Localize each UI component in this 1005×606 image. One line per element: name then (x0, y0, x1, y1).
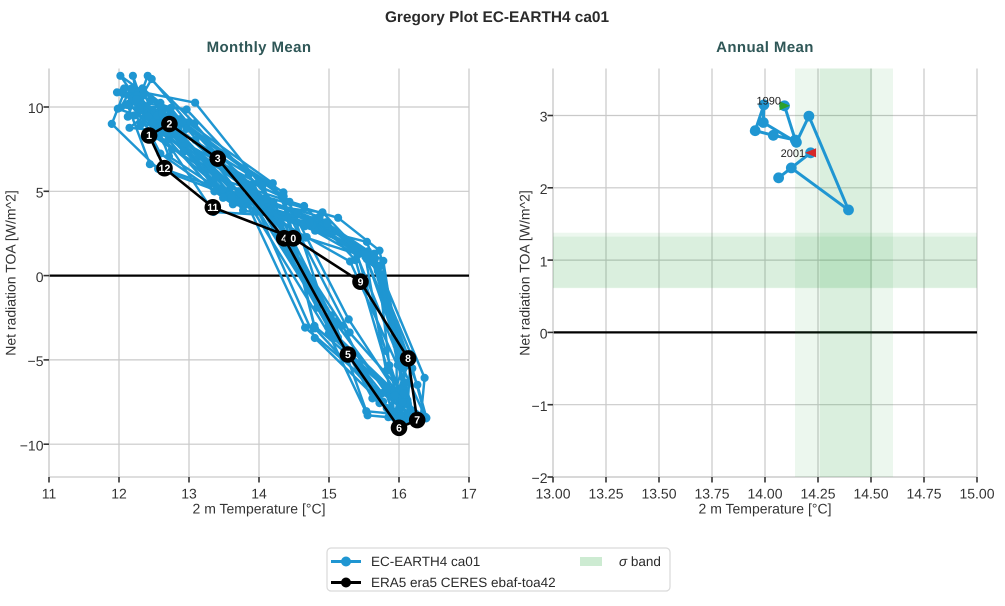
svg-text:16: 16 (391, 486, 407, 502)
svg-text:13.50: 13.50 (641, 486, 676, 502)
svg-text:Gregory Plot EC-EARTH4 ca01: Gregory Plot EC-EARTH4 ca01 (385, 9, 610, 26)
svg-text:Annual Mean: Annual Mean (716, 39, 814, 56)
svg-text:15: 15 (321, 486, 337, 502)
svg-text:−10: −10 (20, 437, 44, 453)
svg-text:0: 0 (290, 233, 296, 245)
svg-text:14.75: 14.75 (906, 486, 941, 502)
svg-text:3: 3 (540, 109, 548, 125)
svg-text:4: 4 (281, 233, 287, 245)
svg-text:17: 17 (461, 486, 477, 502)
svg-text:5: 5 (345, 349, 351, 361)
svg-text:14: 14 (251, 486, 267, 502)
svg-text:Monthly Mean: Monthly Mean (207, 39, 312, 56)
svg-text:14.25: 14.25 (800, 486, 835, 502)
svg-text:14.00: 14.00 (747, 486, 782, 502)
svg-text:−2: −2 (532, 470, 548, 486)
svg-text:9: 9 (358, 276, 364, 288)
svg-text:14.50: 14.50 (853, 486, 888, 502)
svg-text:10: 10 (28, 100, 44, 116)
svg-text:15.00: 15.00 (959, 486, 994, 502)
svg-text:12: 12 (159, 163, 171, 175)
svg-text:7: 7 (414, 415, 420, 427)
svg-text:6: 6 (396, 422, 402, 434)
svg-text:Net radiation TOA [W/m^2]: Net radiation TOA [W/m^2] (517, 190, 533, 356)
svg-text:1990: 1990 (757, 95, 781, 107)
svg-text:11: 11 (207, 202, 218, 214)
svg-text:2: 2 (166, 119, 172, 131)
svg-text:12: 12 (111, 486, 127, 502)
svg-text:2 m Temperature [°C]: 2 m Temperature [°C] (699, 501, 832, 517)
svg-text:2001: 2001 (781, 148, 805, 160)
svg-text:Net radiation TOA [W/m^2]: Net radiation TOA [W/m^2] (3, 190, 19, 356)
svg-text:11: 11 (42, 486, 57, 502)
svg-text:σ band: σ band (619, 554, 661, 569)
svg-text:13: 13 (181, 486, 197, 502)
svg-text:13.75: 13.75 (694, 486, 729, 502)
svg-text:−1: −1 (532, 398, 548, 414)
svg-text:2 m Temperature [°C]: 2 m Temperature [°C] (193, 501, 326, 517)
svg-text:ERA5 era5 CERES ebaf-toa42: ERA5 era5 CERES ebaf-toa42 (371, 575, 556, 590)
svg-text:8: 8 (405, 353, 411, 365)
svg-text:1: 1 (146, 130, 152, 142)
svg-text:0: 0 (36, 269, 44, 285)
svg-text:EC-EARTH4 ca01: EC-EARTH4 ca01 (371, 554, 480, 569)
svg-text:3: 3 (215, 153, 221, 165)
svg-text:−5: −5 (28, 353, 44, 369)
svg-text:5: 5 (36, 185, 44, 201)
svg-text:2: 2 (540, 181, 548, 197)
svg-text:13.00: 13.00 (535, 486, 570, 502)
svg-text:0: 0 (540, 326, 548, 342)
svg-text:13.25: 13.25 (588, 486, 623, 502)
svg-text:1: 1 (540, 253, 548, 269)
